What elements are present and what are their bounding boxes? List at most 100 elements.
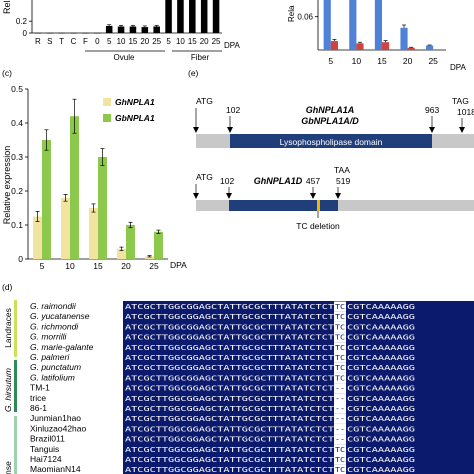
alignment-seq-tc: TC	[335, 363, 345, 372]
alignment-seq-right: CGTCAAAAAGG	[347, 373, 415, 382]
top-atg-label: ATG	[196, 96, 213, 106]
alignment-row-name: G. punctatum	[30, 362, 81, 372]
top-tag-arrowhead	[459, 127, 465, 133]
alignment-seq-tc: TC	[335, 373, 345, 382]
bottom-pos-start: 102	[220, 176, 234, 186]
alignment-seq-right: CGTCAAAAAGG	[347, 343, 415, 352]
alignment-tc-cell	[334, 454, 346, 465]
alignment-seq-left: ATCGCTTGGCGGAGCTATTGCGCTTTATATCTCT	[125, 312, 335, 321]
alignment-tc-cell	[334, 393, 346, 404]
alignment-seq-left: ATCGCTTGGCGGAGCTATTGCGCTTTATATCTCT	[125, 363, 335, 372]
panel-b-ytick-label: 0.06	[297, 13, 313, 22]
group-label-landraces: Landraces	[3, 308, 13, 348]
group-bar-landraces	[14, 300, 17, 357]
alignment-seq-right: CGTCAAAAAGG	[347, 414, 415, 423]
alignment-tc-cell	[334, 403, 346, 414]
panel-c-xtick-label: 25	[149, 261, 159, 271]
panel-b-ylabel: Rela	[287, 5, 296, 22]
alignment-seq-right: CGTCAAAAAGG	[347, 404, 415, 413]
panel-b-bar	[356, 43, 364, 50]
alignment-seq-right: CGTCAAAAAGG	[347, 384, 415, 393]
group-label-fiber: Fiber	[191, 53, 210, 62]
alignment-seq-right: CGTCAAAAAGG	[347, 353, 415, 362]
alignment-tc-cell	[334, 372, 346, 384]
panel-c-xtick-label: 20	[121, 261, 131, 271]
panel-c-xtick-label: 5	[40, 261, 45, 271]
panel-c-bar	[126, 225, 135, 259]
alignment-seq-left: ATCGCTTGGCGGAGCTATTGCGCTTTATATCTCT	[125, 343, 335, 352]
alignment-tc-cell	[334, 311, 346, 322]
alignment-seq-left: ATCGCTTGGCGGAGCTATTGCGCTTTATATCTCT	[125, 302, 335, 311]
panel-a-xtick-label: 15	[128, 37, 137, 46]
alignment-tc-cell	[334, 383, 346, 394]
panel-b-xtick-label: 10	[352, 56, 362, 66]
sequence-alignment: G. raimondii ATCGCTTGGCGGAGCTATTGCGCTTTAT…	[3, 300, 474, 474]
top-utr-left	[196, 134, 230, 148]
panel-c-ytick-label: 0	[18, 254, 23, 264]
top-utr-right	[432, 134, 474, 148]
alignment-row-name: G. richmondi	[30, 321, 79, 331]
alignment-seq-left: ATCGCTTGGCGGAGCTATTGCGCTTTATATCTCT	[125, 424, 335, 433]
panel-a-bar	[189, 0, 196, 33]
panel-c-bar	[98, 157, 107, 259]
alignment-tc-cell	[334, 342, 346, 353]
panel-b-xtick-label: 25	[428, 56, 438, 66]
panel-c-ylabel: Relative expression	[2, 146, 12, 225]
panel-c-ytick-label: 0.5	[11, 84, 23, 94]
top-gene-name-b: GbNPLA1A/D	[301, 116, 359, 126]
alignment-row-name: Junmian1hao	[30, 413, 81, 423]
alignment-row-name: G. yucatanense	[30, 311, 90, 321]
panel-b-bar	[330, 41, 338, 50]
panel-label-e: (e)	[188, 68, 199, 78]
alignment-seq-right: CGTCAAAAAGG	[347, 435, 415, 444]
alignment-seq-left: ATCGCTTGGCGGAGCTATTGCGCTTTATATCTCT	[125, 333, 335, 342]
alignment-seq-left: ATCGCTTGGCGGAGCTATTGCGCTTTATATCTCT	[125, 353, 335, 362]
alignment-row-name: Tanguis	[30, 444, 59, 454]
panel-label-d: (d)	[2, 282, 13, 292]
top-gene-name-a: GhNPLA1A	[306, 105, 355, 115]
alignment-seq-right: CGTCAAAAAGG	[347, 333, 415, 342]
group-bar-barbadense	[14, 416, 17, 474]
panel-c-bar	[145, 256, 154, 259]
panel-c-bar	[70, 116, 79, 259]
alignment-row-name: G. raimondii	[30, 301, 77, 311]
panel-a-bar	[177, 0, 184, 33]
panel-a-bar	[165, 0, 172, 33]
panel-b-bar	[349, 0, 357, 50]
alignment-seq-tc: TC	[335, 343, 345, 352]
panel-a-bar	[46, 32, 54, 34]
panel-c-xlabel: DPA	[170, 260, 187, 270]
alignment-seq-tc: TC	[335, 312, 345, 321]
top-tag-label: TAG	[452, 96, 469, 106]
alignment-row-name: G. latifolium	[30, 372, 75, 382]
alignment-tc-cell	[334, 464, 346, 474]
bottom-pos-end: 519	[336, 176, 350, 186]
panel-a-bar	[141, 27, 149, 33]
alignment-seq-right: CGTCAAAAAGG	[347, 455, 415, 464]
alignment-row-name: Hai7124	[30, 454, 62, 464]
legend-label-gbnpla1: GbNPLA1	[115, 113, 155, 123]
panel-a-xtick-label: 25	[152, 37, 161, 46]
alignment-tc-cell	[334, 413, 346, 424]
panel-a-bar	[200, 0, 208, 33]
bottom-atg-arrowhead	[193, 193, 199, 199]
alignment-seq-tc: TC	[335, 455, 345, 464]
alignment-seq-tc: TC	[335, 465, 345, 474]
alignment-seq-right: CGTCAAAAAGG	[347, 322, 415, 331]
alignment-tc-cell	[334, 352, 346, 363]
panel-a-xtick-label: 0	[95, 37, 100, 46]
alignment-seq-left: ATCGCTTGGCGGAGCTATTGCGCTTTATATCTCT	[125, 455, 335, 464]
panel-a-xtick-label: T	[59, 37, 64, 46]
panel-a-xtick-label: R	[35, 37, 41, 46]
alignment-tc-cell	[334, 362, 346, 373]
panel-a-xtick-label: S	[47, 37, 52, 46]
top-domain-bar	[230, 134, 432, 148]
alignment-seq-left: ATCGCTTGGCGGAGCTATTGCGCTTTATATCTCT	[125, 465, 335, 474]
panel-b-xtick-label: 5	[328, 56, 333, 66]
panel-a-xtick-label: 5	[107, 37, 112, 46]
tc-deletion-label: TC deletion	[296, 221, 340, 231]
panel-a-bar	[129, 26, 137, 33]
alignment-row-name: 86-1	[30, 403, 47, 413]
legend-swatch-ghnpla1	[103, 98, 111, 106]
